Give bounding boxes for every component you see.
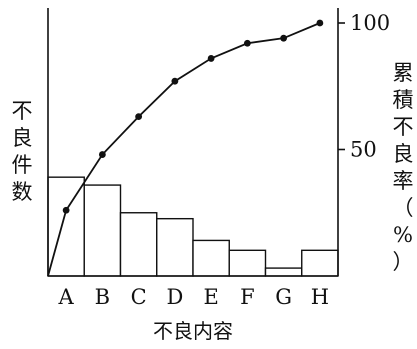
x-tick-label-d: D <box>166 285 183 309</box>
cumulative-point-a <box>62 206 70 214</box>
cumulative-point-f <box>243 39 251 47</box>
cumulative-point-g <box>280 34 288 42</box>
cumulative-point-c <box>135 113 143 121</box>
bar-h <box>301 249 339 277</box>
bar-c <box>119 212 158 277</box>
right-ticks-group: 50 100 <box>338 11 390 162</box>
right-axis-title: 累積不良率（%） <box>393 61 414 274</box>
bar-e <box>192 239 230 277</box>
x-tick-label-f: F <box>240 285 255 309</box>
x-tick-label-c: C <box>131 285 147 309</box>
x-tick-label-g: G <box>275 285 292 309</box>
bar-b <box>83 184 122 277</box>
cumulative-point-e <box>207 55 215 62</box>
right-tick-label: 100 <box>350 11 390 35</box>
right-tick-label: 50 <box>350 138 377 162</box>
x-tick-label-h: H <box>311 285 329 309</box>
cumulative-point-h <box>316 19 324 27</box>
x-axis-title: 不良内容 <box>153 319 233 343</box>
bar-f <box>228 249 267 277</box>
bars-group <box>47 176 339 277</box>
bar-d <box>156 217 194 277</box>
cumulative-point-d <box>171 77 179 85</box>
x-tick-label-e: E <box>203 285 218 309</box>
cumulative-point-b <box>98 151 106 158</box>
left-axis-title-text: 不良件数 <box>12 99 33 204</box>
x-tick-label-b: B <box>95 285 110 309</box>
cumulative-line-group <box>47 19 324 277</box>
right-axis-title-text: 累積不良率（%） <box>393 61 414 274</box>
left-axis-title: 不良件数 <box>12 99 33 204</box>
x-tick-label-a: A <box>58 285 75 309</box>
bar-g <box>264 267 303 277</box>
